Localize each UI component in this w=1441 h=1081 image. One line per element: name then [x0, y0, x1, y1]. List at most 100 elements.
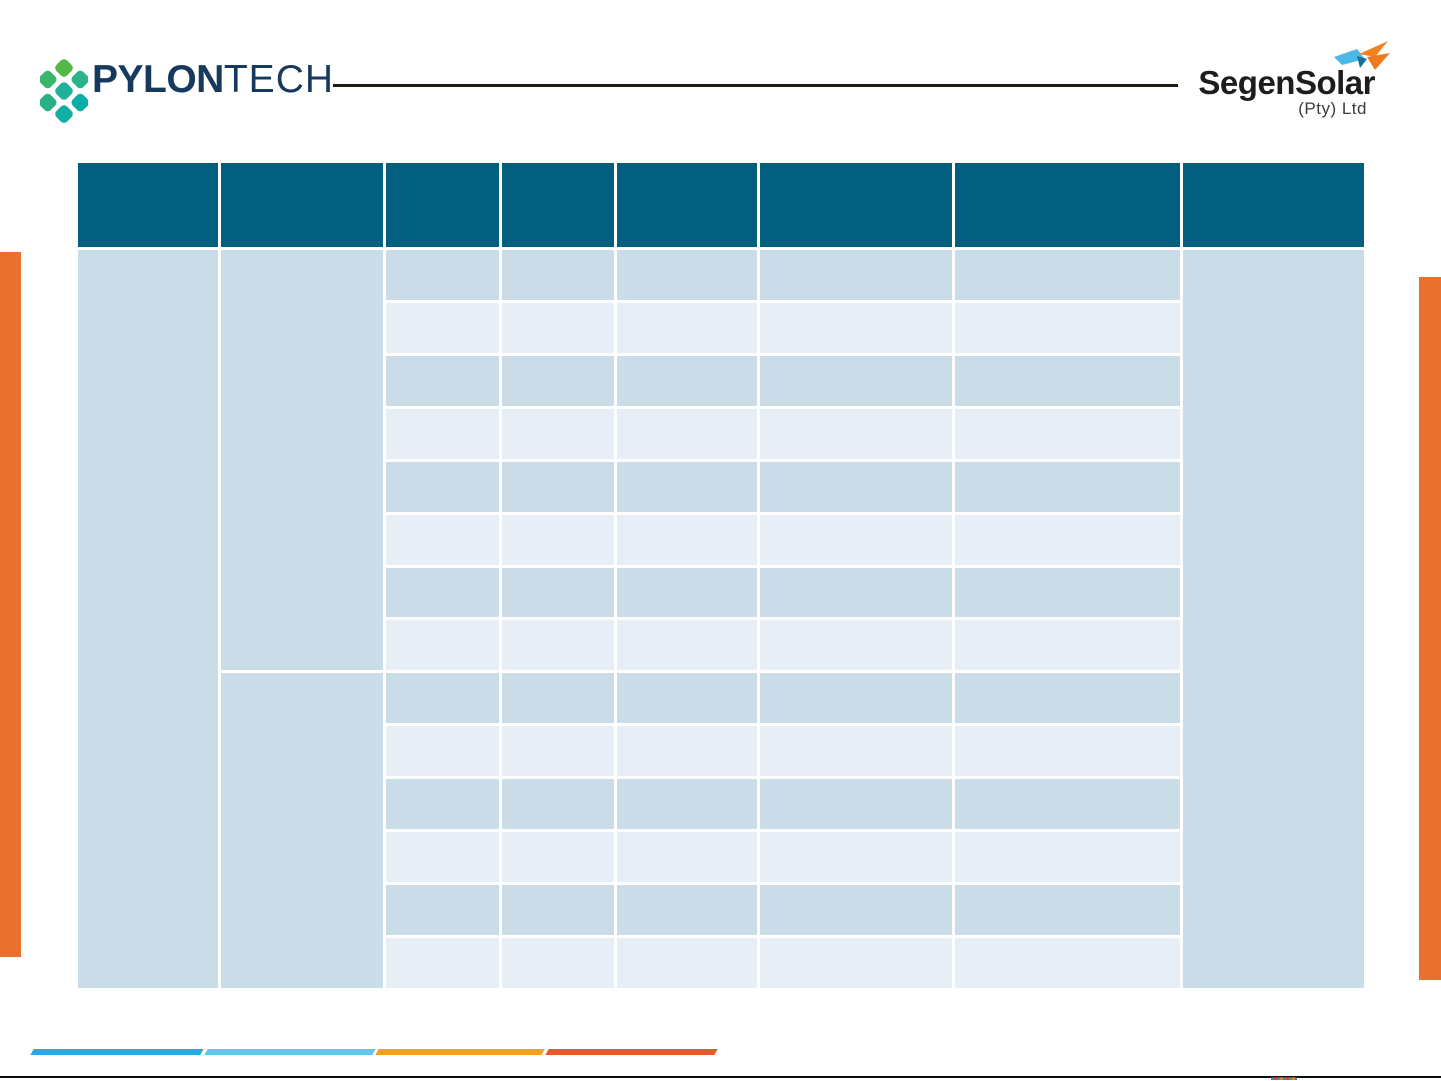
table-cell: [502, 302, 614, 353]
table-header-cell: [955, 163, 1180, 247]
table-cell: [386, 673, 499, 724]
table-cell: [617, 779, 757, 830]
table-cell: [502, 938, 614, 988]
table-cell: [760, 461, 952, 512]
table-cell: [760, 408, 952, 459]
table-cell: [386, 567, 499, 618]
right-accent-bar: [1419, 277, 1441, 980]
table-cell: [502, 408, 614, 459]
table-cell: [617, 620, 757, 671]
table-cell: [955, 250, 1180, 300]
table-cell: [386, 514, 499, 565]
table-cell: [386, 885, 499, 936]
table-cell: [386, 938, 499, 988]
table-cell: [617, 885, 757, 936]
table-cell: [760, 673, 952, 724]
table-cell: [386, 250, 499, 300]
table-header-cell: [1183, 163, 1364, 247]
table-cell: [955, 461, 1180, 512]
segensolar-subtitle: (Pty) Ltd: [1298, 99, 1367, 118]
pylontech-wordmark: PYLONTECH: [92, 60, 334, 99]
table-cell: [502, 514, 614, 565]
col2-upper-merged-cell: [221, 250, 383, 671]
table-cell: [955, 938, 1180, 988]
table-cell: [502, 885, 614, 936]
table-cell: [760, 779, 952, 830]
header-divider-line: [333, 84, 1178, 87]
table-cell: [617, 302, 757, 353]
col8-merged-cell: [1183, 250, 1364, 988]
table-cell: [617, 832, 757, 883]
table-cell: [760, 726, 952, 777]
table-header-cell: [386, 163, 499, 247]
table-cell: [955, 726, 1180, 777]
pylontech-diamond-icon: [40, 59, 88, 123]
footer-bar-lightblue: [204, 1049, 376, 1055]
table-cell: [386, 302, 499, 353]
table-cell: [386, 779, 499, 830]
table-cell: [955, 355, 1180, 406]
table-cell: [955, 514, 1180, 565]
table-cell: [502, 726, 614, 777]
table-cell: [617, 408, 757, 459]
table-cell: [760, 302, 952, 353]
table-cell: [760, 620, 952, 671]
table-cell: [760, 885, 952, 936]
table-cell: [386, 461, 499, 512]
table-cell: [386, 620, 499, 671]
table-header-cell: [78, 163, 218, 247]
table-cell: [386, 355, 499, 406]
table-cell: [617, 514, 757, 565]
table-cell: [955, 620, 1180, 671]
table-cell: [502, 832, 614, 883]
table-cell: [760, 938, 952, 988]
table-cell: [502, 567, 614, 618]
watermark-dots: [1271, 1077, 1297, 1080]
pylontech-wordmark-bold: PYLON: [92, 58, 224, 101]
table-cell: [386, 726, 499, 777]
table-cell: [955, 832, 1180, 883]
pylontech-wordmark-light: TECH: [223, 58, 335, 101]
table-cell: [386, 832, 499, 883]
table-cell: [502, 355, 614, 406]
table-cell: [955, 567, 1180, 618]
col2-lower-merged-cell: [221, 673, 383, 988]
footer-bar-red: [545, 1049, 718, 1055]
table-cell: [617, 673, 757, 724]
left-accent-bar: [0, 252, 21, 957]
table-cell: [502, 620, 614, 671]
table-cell: [617, 938, 757, 988]
table-cell: [955, 885, 1180, 936]
table-cell: [617, 567, 757, 618]
table-cell: [617, 250, 757, 300]
segensolar-star-icon: [1334, 41, 1390, 70]
table-cell: [386, 408, 499, 459]
col1-merged-cell: [78, 250, 218, 988]
table-header-cell: [760, 163, 952, 247]
table-cell: [617, 355, 757, 406]
table-cell: [760, 832, 952, 883]
footer-bar-blue: [30, 1049, 204, 1055]
footer-bar-orange: [375, 1049, 545, 1055]
table-cell: [502, 779, 614, 830]
table-cell: [955, 779, 1180, 830]
table-cell: [760, 355, 952, 406]
table-cell: [617, 461, 757, 512]
table-cell: [617, 726, 757, 777]
table-cell: [955, 302, 1180, 353]
table-header-cell: [221, 163, 383, 247]
table-cell: [502, 461, 614, 512]
table-cell: [955, 408, 1180, 459]
table-cell: [955, 673, 1180, 724]
table-cell: [502, 673, 614, 724]
spec-table: [78, 163, 1364, 988]
table-header-cell: [617, 163, 757, 247]
segensolar-wordmark: SegenSolar: [1198, 64, 1375, 101]
table-cell: [760, 250, 952, 300]
bottom-rule-line: [0, 1076, 1441, 1078]
table-cell: [760, 567, 952, 618]
table-cell: [760, 514, 952, 565]
table-header-cell: [502, 163, 614, 247]
table-cell: [502, 250, 614, 300]
